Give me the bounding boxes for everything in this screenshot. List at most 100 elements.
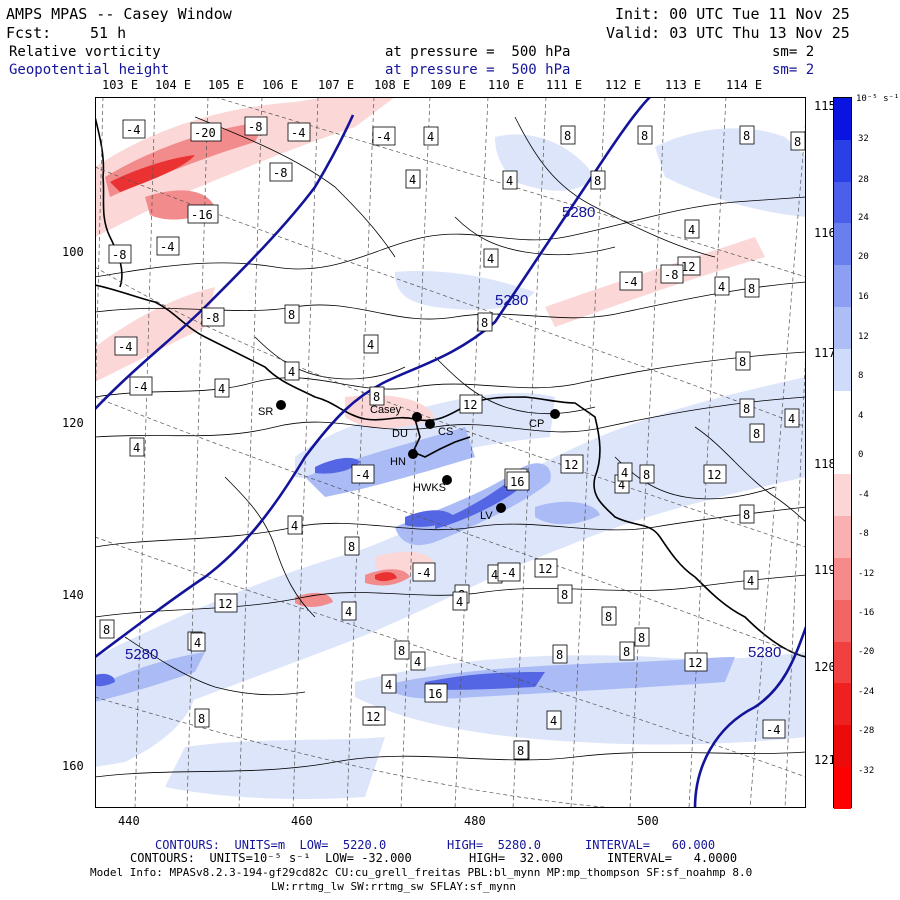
vorticity-label: 8 [790, 131, 806, 151]
vorticity-label: 4 [287, 515, 303, 535]
svg-text:4: 4 [414, 655, 421, 669]
height-contour-line [95, 97, 651, 659]
field2-smoothing: sm= 2 [772, 62, 815, 78]
footer-model-info: Model Info: MPASv8.2.3-194-gf29cd82c CU:… [90, 866, 753, 879]
colorbar-swatch [834, 725, 851, 767]
colorbar-swatch [834, 432, 851, 475]
svg-text:12: 12 [366, 710, 380, 724]
colorbar-label: -32 [858, 766, 875, 776]
colorbar-swatch [834, 557, 851, 600]
footer-vort-contours: CONTOURS: UNITS=10⁻⁵ s⁻¹ LOW= -32.000 [130, 851, 412, 865]
colorbar-swatch [834, 683, 851, 726]
height-contours-5280 [95, 97, 806, 808]
colorbar-swatch [834, 223, 851, 266]
svg-text:-8: -8 [273, 166, 287, 180]
colorbar-label: 4 [858, 411, 864, 421]
vorticity-label: 4 [129, 437, 145, 457]
station-marker [412, 412, 422, 422]
vorticity-shading-dark-blue [95, 457, 545, 690]
svg-text:-4: -4 [501, 566, 515, 580]
vorticity-label: 8 [590, 170, 606, 190]
svg-text:4: 4 [409, 173, 416, 187]
station-label: HWKS [413, 482, 446, 494]
vorticity-label: -4 [287, 122, 311, 142]
vorticity-label: -8 [660, 264, 684, 284]
svg-text:4: 4 [218, 382, 225, 396]
vorticity-label: 12 [214, 593, 238, 613]
svg-text:8: 8 [288, 308, 295, 322]
map-panel: 5280 5280 5280 5280 -4 -20 -8 -4 -4 4 8 8 8 8 -8 4 4… [95, 97, 806, 808]
station-marker [425, 419, 435, 429]
svg-text:4: 4 [618, 478, 625, 492]
vorticity-label: 4 [363, 334, 379, 354]
colorbar-label: -28 [858, 726, 875, 736]
vorticity-shading-dark-red [110, 155, 397, 582]
height-contour-label-group: 5280 5280 5280 5280 [125, 204, 781, 663]
footer-height-interval: INTERVAL= 60.000 [585, 838, 716, 852]
svg-text:-4: -4 [291, 126, 305, 140]
svg-text:4: 4 [788, 412, 795, 426]
svg-text:-4: -4 [355, 468, 369, 482]
svg-text:4: 4 [367, 338, 374, 352]
vorticity-label: 8 [739, 125, 755, 145]
svg-text:-4: -4 [160, 240, 174, 254]
vorticity-label: 4 [214, 378, 230, 398]
svg-text:4: 4 [456, 595, 463, 609]
footer-height-contours: CONTOURS: UNITS=m LOW= 5220.0 [155, 838, 387, 852]
field2-name: Geopotential height [9, 62, 170, 78]
svg-text:-8: -8 [664, 268, 678, 282]
colorbar-swatch [834, 516, 851, 558]
vorticity-label: 8 [284, 304, 300, 324]
svg-text:4: 4 [747, 574, 754, 588]
svg-text:12: 12 [564, 458, 578, 472]
svg-text:4: 4 [385, 678, 392, 692]
lon-label: 107 E [318, 78, 355, 92]
station-label: HN [390, 456, 406, 468]
svg-text:4: 4 [718, 280, 725, 294]
y-tick-label: 100 [62, 245, 84, 259]
colorbar-swatch [834, 641, 851, 684]
colorbar-swatch [834, 265, 851, 308]
vorticity-label: 12 [560, 454, 584, 474]
lon-label: 112 E [605, 78, 642, 92]
svg-text:12: 12 [218, 597, 232, 611]
vorticity-label: 16 [506, 471, 530, 491]
vorticity-label: 8 [394, 640, 410, 660]
svg-text:12: 12 [681, 260, 695, 274]
lon-label: 113 E [665, 78, 702, 92]
svg-text:8: 8 [103, 623, 110, 637]
colorbar-swatch [834, 98, 851, 140]
vorticity-label: -8 [108, 244, 132, 264]
colorbar-swatch [834, 767, 851, 809]
svg-text:8: 8 [638, 631, 645, 645]
vorticity-label: -4 [372, 126, 396, 146]
svg-text:12: 12 [707, 468, 721, 482]
footer-vort-high: HIGH= 32.000 [469, 851, 563, 865]
svg-text:8: 8 [641, 129, 648, 143]
station-marker [442, 475, 452, 485]
svg-text:-4: -4 [376, 130, 390, 144]
x-tick-label: 440 [118, 814, 140, 828]
vorticity-label: 4 [546, 710, 562, 730]
height-contour-label: 5280 [748, 644, 781, 661]
vorticity-label: 4 [617, 462, 633, 482]
vorticity-label: 8 [619, 641, 635, 661]
svg-text:4: 4 [491, 568, 498, 582]
vorticity-label: 8 [557, 584, 573, 604]
vorticity-label: 4 [784, 408, 800, 428]
svg-text:-4: -4 [416, 566, 430, 580]
lon-label: 109 E [430, 78, 467, 92]
svg-text:8: 8 [556, 648, 563, 662]
colorbar [833, 97, 852, 809]
colorbar-unit: 10⁻⁵ s⁻¹ [856, 94, 900, 104]
lon-label: 114 E [726, 78, 763, 92]
vorticity-label: -4 [351, 464, 375, 484]
station-marker [550, 409, 560, 419]
svg-text:4: 4 [345, 605, 352, 619]
vorticity-label: 8 [369, 386, 385, 406]
footer-model-info-2: LW:rrtmg_lw SW:rrtmg_sw SFLAY:sf_mynn [271, 880, 517, 893]
lon-label: 105 E [208, 78, 245, 92]
y-tick-label: 160 [62, 759, 84, 773]
station-group: SR Casey DU CS CP HN HWKS LV [258, 400, 560, 522]
station-label: Casey [370, 404, 402, 416]
